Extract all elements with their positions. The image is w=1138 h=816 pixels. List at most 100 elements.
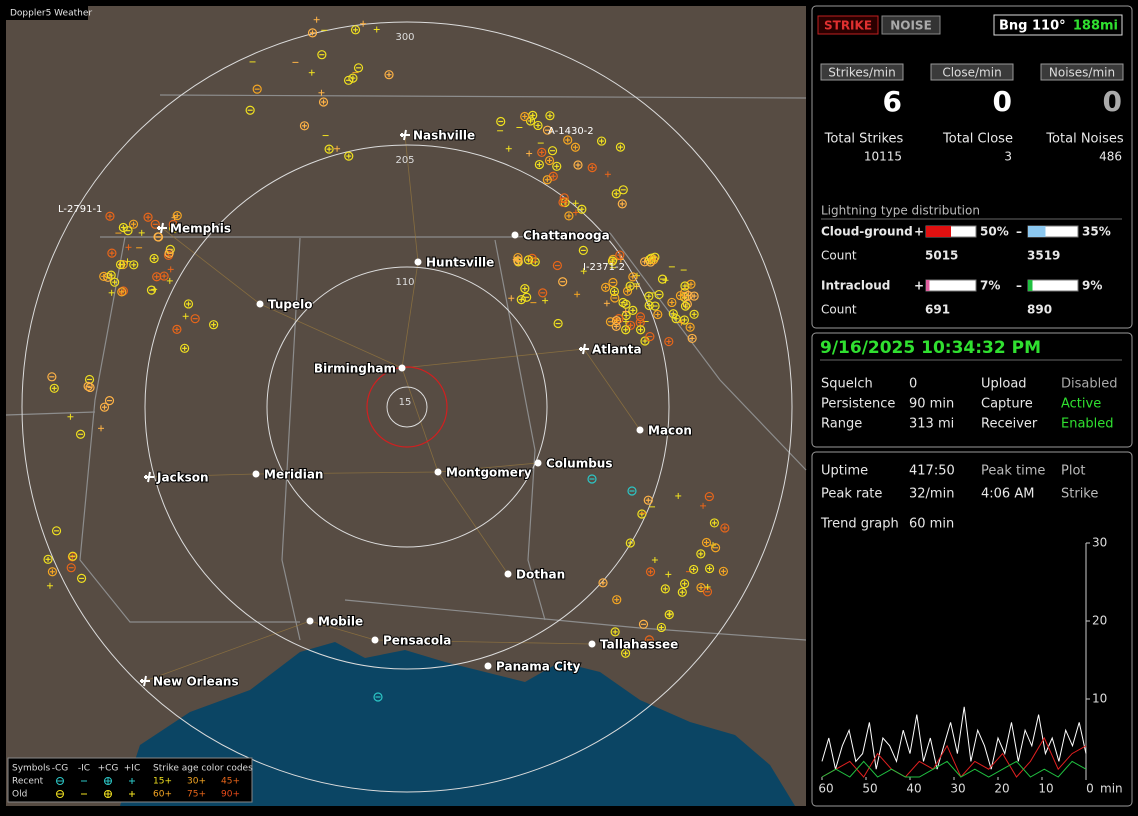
ring-label: 300: [395, 32, 414, 43]
strike-ring: [168, 219, 178, 229]
strike-ring: [115, 259, 126, 270]
legend-row-label: Old: [12, 790, 27, 800]
count-value: 5015: [925, 249, 958, 263]
strike-symbol: [628, 272, 638, 282]
percent: 9%: [1082, 279, 1102, 293]
strike-symbol: [344, 151, 354, 161]
strike-ring: [172, 324, 182, 334]
bearing-box: [993, 14, 1123, 36]
strike-symbol: [696, 583, 706, 593]
strike-ring: [611, 189, 621, 199]
city-dot: [484, 662, 492, 670]
strike-ring: [513, 256, 523, 266]
strike-symbol: [710, 543, 721, 553]
legend-age: 60+: [153, 790, 172, 800]
strike-ring: [344, 151, 354, 161]
strike-symbol: [664, 610, 674, 620]
strike-symbol: [598, 578, 608, 588]
stat: 417:50: [909, 464, 955, 479]
total-value: 486: [1099, 150, 1122, 164]
legend-age: 75+: [187, 790, 206, 800]
ring-label: 110: [395, 277, 414, 288]
strike-ring: [687, 333, 697, 344]
strike-ring: [696, 583, 706, 593]
strike-ring: [596, 136, 607, 146]
legend-age: 45+: [221, 777, 240, 787]
strike-ring: [686, 279, 696, 289]
percent: 50%: [980, 225, 1009, 239]
strike-symbol: [318, 89, 325, 96]
strike-symbol: [85, 382, 95, 393]
legend-column: -CG: [52, 764, 69, 774]
strike-symbol: [66, 563, 76, 573]
strike-ring: [558, 277, 568, 287]
strike-ring: [538, 288, 548, 298]
strike-symbol: [603, 300, 610, 307]
strike-ring: [635, 325, 646, 335]
strike-symbol: [128, 219, 139, 229]
city-dot: [534, 459, 542, 467]
count-value: 890: [1027, 303, 1052, 317]
strike-tag: A-1430-2: [548, 126, 594, 137]
airport-icon: [157, 222, 167, 234]
strike-symbol: [168, 219, 178, 229]
airport-icon: [144, 471, 154, 483]
strike-ring: [299, 121, 310, 131]
strike-symbol: [635, 317, 645, 328]
strike-symbol: [660, 584, 670, 594]
strike-symbol: [180, 343, 190, 353]
legend-symbol: [56, 777, 64, 785]
strike-ring: [533, 120, 543, 131]
strike-ring: [128, 219, 139, 229]
x-tick-label: 50: [862, 782, 877, 796]
strike-ring: [615, 250, 625, 260]
strike-ring: [608, 277, 618, 288]
strike-ring: [668, 309, 678, 319]
strike-symbol: [701, 537, 712, 548]
trend-line: [821, 706, 1087, 770]
strike-ring: [496, 116, 506, 127]
strike-symbol: [317, 50, 327, 60]
strike-ring: [701, 537, 712, 548]
bar-fill: [926, 280, 930, 291]
strike-symbol: [559, 193, 569, 203]
strike-tag: I-2371-2: [583, 262, 625, 273]
city-label: Macon: [648, 424, 692, 438]
x-tick-label: 40: [906, 782, 921, 796]
strike-symbol: [538, 288, 548, 298]
strike-ring: [164, 248, 174, 258]
strike-ring: [51, 526, 62, 536]
strike-symbol: [343, 75, 354, 85]
rate-label-box: [930, 63, 1014, 81]
strike-ring: [324, 144, 334, 154]
strike-symbol: [209, 320, 219, 330]
distribution-type: Intracloud: [821, 279, 890, 293]
strike-symbol: [718, 566, 729, 576]
strike-symbol: [635, 325, 646, 335]
strike-ring: [252, 84, 262, 94]
strike-symbol: [115, 259, 126, 270]
strike-symbol: [564, 211, 574, 221]
strike-ring: [75, 429, 86, 439]
strike-ring: [660, 584, 670, 594]
strike-ring: [83, 381, 93, 391]
city-label: Panama City: [496, 660, 581, 674]
trend-window: 60 min: [909, 517, 954, 532]
strike-symbol: [172, 211, 182, 221]
strike-ring: [118, 222, 128, 233]
strike-symbol: [601, 282, 611, 292]
strike-ring: [667, 297, 677, 308]
rate-label-box: [820, 63, 904, 81]
strike-symbol: [611, 189, 621, 199]
strike-symbol: [685, 322, 695, 332]
strike-symbol: [643, 495, 653, 505]
strike-ring: [682, 299, 692, 309]
strike-ring: [522, 292, 532, 302]
strike-symbol: [523, 255, 534, 265]
strike-ring: [664, 610, 674, 620]
city-label: Tupelo: [268, 298, 313, 312]
rate-value: 6: [883, 85, 902, 118]
city-dot: [504, 570, 512, 578]
